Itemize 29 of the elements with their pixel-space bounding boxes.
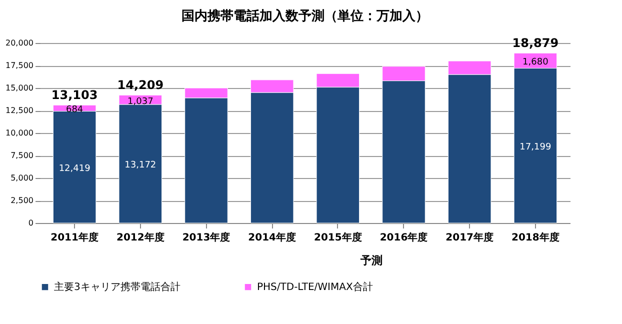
y-tick-label: 10,000 xyxy=(6,128,34,138)
total-label: 13,103 xyxy=(51,88,98,102)
y-tick-label: 20,000 xyxy=(6,38,34,48)
x-tick-label: 2012年度 xyxy=(116,232,164,244)
legend-label: 主要3キャリア携帯電話合計 xyxy=(54,281,180,294)
y-tick-label: 2,500 xyxy=(10,196,34,205)
data-label: 13,172 xyxy=(124,160,156,171)
y-tick-label: 12,500 xyxy=(6,106,34,115)
total-label: 18,879 xyxy=(512,36,559,50)
x-tick-label: 2018年度 xyxy=(512,232,560,244)
x-tick-label: 2011年度 xyxy=(50,232,98,244)
y-tick-label: 5,000 xyxy=(10,174,34,182)
data-label: 12,419 xyxy=(58,164,91,174)
chart-title: 国内携帯電話加入数予測（単位：万加入） xyxy=(182,8,428,24)
data-label: 17,199 xyxy=(520,142,552,153)
y-tick-label: 15,000 xyxy=(6,84,34,92)
x-tick-label: 2016年度 xyxy=(380,232,428,244)
legend-label: PHS/TD-LTE/WIMAX合計 xyxy=(257,281,373,294)
x-tick-label: 2013年度 xyxy=(182,232,230,244)
total-label: 14,209 xyxy=(117,78,164,92)
y-tick-label: 7,500 xyxy=(10,151,34,160)
y-tick-label: 17,500 xyxy=(6,61,34,70)
x-tick-label: 2015年度 xyxy=(314,232,362,244)
data-label: 1,680 xyxy=(522,58,549,68)
data-label: 1,037 xyxy=(128,96,154,107)
x-tick-label: 2014年度 xyxy=(248,232,296,244)
y-tick-label: 0 xyxy=(28,218,34,228)
text: 予測 xyxy=(359,254,382,267)
x-tick-label: 2017年度 xyxy=(446,232,494,244)
